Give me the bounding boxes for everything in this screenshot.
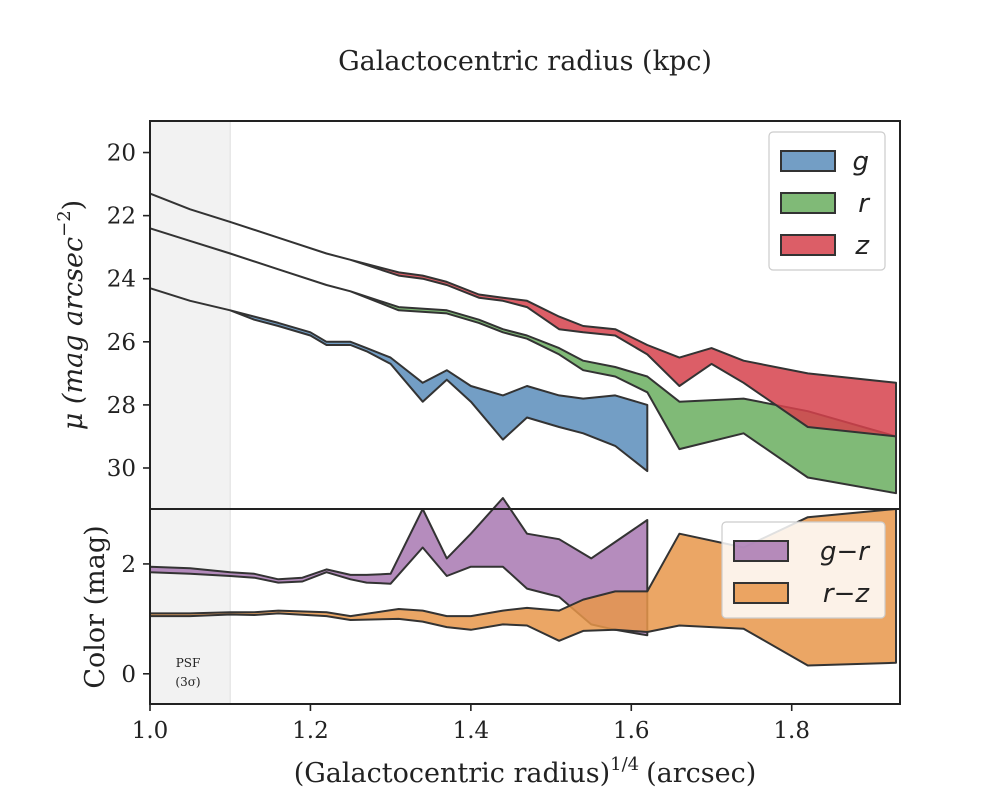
bottom-y-tick-label: 0 bbox=[121, 662, 136, 688]
top-y-axis-title: μ (mag arcsec−2) bbox=[54, 200, 89, 430]
x-tick-label: 1.4 bbox=[453, 718, 490, 744]
legend-swatch bbox=[733, 540, 789, 562]
legend-swatch bbox=[733, 582, 789, 604]
legend-label: r bbox=[858, 189, 871, 219]
bottom-axis-title-main: (Galactocentric radius) bbox=[294, 758, 610, 789]
psf-region-bottom bbox=[150, 509, 231, 704]
top-y-tick-label: 22 bbox=[107, 204, 136, 230]
top-y-tick-label: 20 bbox=[107, 141, 136, 167]
bottom-y-tick-label: 2 bbox=[121, 552, 136, 578]
bottom-legend: g−r r−z bbox=[721, 521, 886, 619]
x-tick-label: 1.8 bbox=[773, 718, 810, 744]
bottom-panel-bands bbox=[149, 497, 897, 667]
band-surface-brightness-0 bbox=[149, 287, 649, 473]
band-color-1 bbox=[149, 508, 897, 667]
top-legend: grz bbox=[768, 131, 886, 271]
band-color-0 bbox=[149, 497, 649, 637]
x-tick-label: 1.6 bbox=[613, 718, 650, 744]
top-panel-bands bbox=[149, 192, 897, 495]
legend-swatch bbox=[780, 192, 836, 214]
top-y-axis-title-sup: −2 bbox=[54, 210, 75, 237]
legend-swatch bbox=[780, 150, 836, 172]
legend-label: g bbox=[852, 147, 869, 177]
x-tick-label: 1.0 bbox=[132, 718, 169, 744]
top-y-tick-label: 26 bbox=[107, 330, 136, 356]
top-y-tick-label: 28 bbox=[107, 393, 136, 419]
axis-ticks: 1.01.21.41.61.8102030507520222426283002 bbox=[107, 141, 810, 744]
top-y-tick-label: 30 bbox=[107, 456, 136, 482]
bottom-y-axis-title: Color (mag) bbox=[80, 525, 111, 688]
psf-region-top bbox=[150, 121, 231, 509]
psf-label-line2: (3σ) bbox=[175, 675, 200, 689]
legend-label: r−z bbox=[823, 579, 870, 609]
top-axis-title: Galactocentric radius (kpc) bbox=[338, 46, 712, 77]
bottom-axis-title-unit: (arcsec) bbox=[646, 758, 756, 789]
bottom-panel-frame bbox=[149, 508, 901, 705]
bottom-axis-title-sup: 1/4 bbox=[610, 754, 639, 775]
band-surface-brightness-1 bbox=[149, 227, 897, 495]
bottom-axis-title: (Galactocentric radius)1/4 (arcsec) bbox=[294, 754, 757, 789]
psf-label-line1: PSF bbox=[176, 656, 201, 670]
top-y-axis-title-close: ) bbox=[58, 200, 89, 211]
band-surface-brightness-2 bbox=[149, 192, 897, 438]
legend-label: z bbox=[854, 231, 870, 261]
x-tick-label: 1.2 bbox=[292, 718, 329, 744]
legend-label: g−r bbox=[820, 537, 871, 567]
top-y-axis-title-main: μ (mag arcsec bbox=[58, 237, 89, 430]
top-y-tick-label: 24 bbox=[107, 267, 136, 293]
legend-swatch bbox=[780, 234, 836, 256]
